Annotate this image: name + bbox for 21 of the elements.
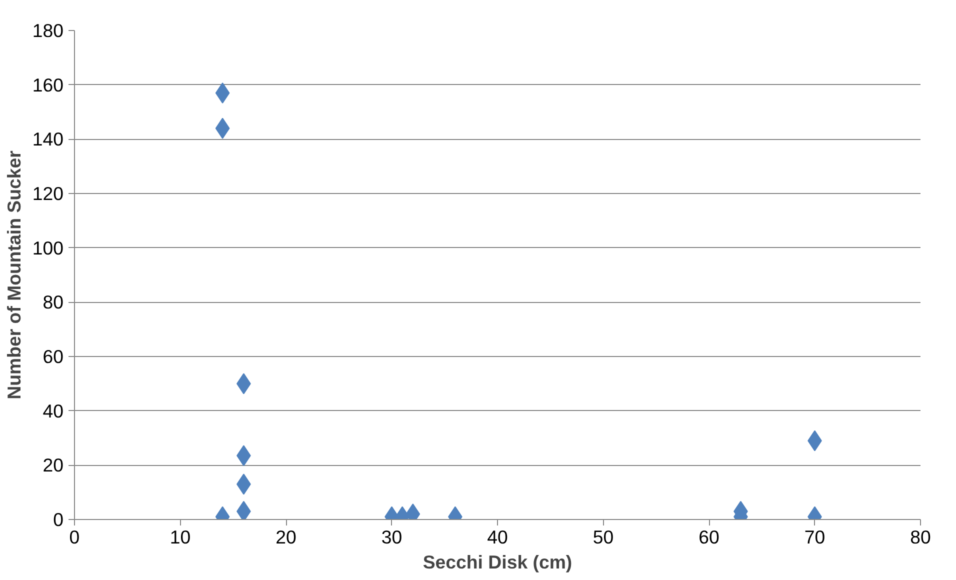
x-tick-label: 10 [170,526,191,548]
y-tick-label: 20 [42,454,64,476]
x-axis-title: Secchi Disk (cm) [422,552,572,572]
x-tick-label: 40 [487,526,508,548]
y-tick-label: 120 [32,183,64,204]
x-tick-label: 80 [910,526,931,548]
x-tick-label: 0 [69,526,80,548]
y-tick-label: 60 [42,346,64,367]
x-tick-label: 30 [381,526,402,548]
y-tick-label: 80 [42,292,64,313]
y-tick-label: 180 [32,20,64,41]
x-tick-label: 60 [698,526,720,548]
x-tick-label: 50 [592,526,614,548]
x-tick-label: 20 [276,526,296,548]
x-tick-label: 70 [804,526,826,548]
y-tick-label: 100 [32,237,64,258]
y-tick-label: 40 [42,400,64,422]
y-axis-title: Number of Mountain Sucker [3,150,24,400]
y-tick-label: 160 [32,74,64,96]
y-tick-label: 0 [53,509,64,530]
y-tick-label: 140 [32,128,64,150]
